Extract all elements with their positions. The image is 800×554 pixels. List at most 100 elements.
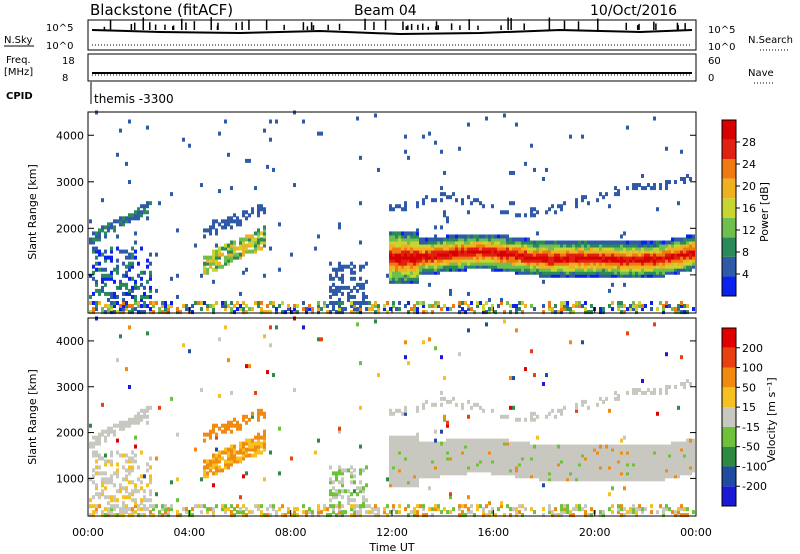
power-cell bbox=[650, 258, 653, 263]
power-cell bbox=[104, 273, 107, 278]
power-cell bbox=[446, 195, 449, 200]
velocity-cell bbox=[398, 459, 401, 464]
velocity-cell bbox=[404, 355, 407, 360]
power-cell bbox=[689, 264, 692, 269]
power-cell bbox=[215, 243, 218, 248]
power-cell bbox=[671, 264, 674, 269]
velocity-cell bbox=[338, 507, 341, 512]
velocity-cell bbox=[617, 393, 620, 398]
velocity-cell bbox=[500, 453, 503, 458]
power-cell bbox=[488, 255, 491, 260]
velocity-cell bbox=[665, 390, 668, 395]
power-cell bbox=[428, 258, 431, 263]
velocity-cell bbox=[497, 450, 500, 455]
power-cell bbox=[176, 307, 179, 312]
velocity-cell bbox=[650, 447, 653, 452]
velocity-cell bbox=[431, 468, 434, 473]
power-cell bbox=[170, 192, 173, 197]
power-cell bbox=[413, 276, 416, 281]
velocity-cell bbox=[239, 447, 242, 452]
velocity-cell bbox=[629, 444, 632, 449]
velocity-cell bbox=[632, 468, 635, 473]
velocity-cell bbox=[341, 483, 344, 488]
power-cell bbox=[206, 307, 209, 312]
power-cell bbox=[419, 249, 422, 254]
velocity-cell bbox=[110, 459, 113, 464]
velocity-cell bbox=[470, 468, 473, 473]
power-cell bbox=[398, 255, 401, 260]
power-cell bbox=[641, 243, 644, 248]
power-cell bbox=[257, 213, 260, 218]
power-cell bbox=[635, 183, 638, 188]
power-cell bbox=[509, 255, 512, 260]
power-cell bbox=[464, 255, 467, 260]
velocity-cell bbox=[410, 453, 413, 458]
velocity-cell bbox=[500, 459, 503, 464]
velocity-cell bbox=[680, 456, 683, 461]
velocity-cell bbox=[233, 507, 236, 512]
velocity-cell bbox=[551, 444, 554, 449]
power-cell bbox=[515, 307, 518, 312]
velocity-cell bbox=[104, 462, 107, 467]
velocity-cell bbox=[578, 456, 581, 461]
power-cell bbox=[344, 285, 347, 290]
velocity-cell bbox=[338, 501, 341, 506]
power-cell bbox=[581, 304, 584, 309]
velocity-cell bbox=[125, 489, 128, 494]
velocity-cell bbox=[644, 459, 647, 464]
velocity-cell bbox=[515, 474, 518, 479]
velocity-cell bbox=[359, 444, 362, 449]
velocity-cell bbox=[542, 471, 545, 476]
power-cell bbox=[458, 252, 461, 257]
velocity-cell bbox=[122, 495, 125, 500]
velocity-cell bbox=[203, 504, 206, 509]
velocity-cell bbox=[668, 444, 671, 449]
velocity-cell bbox=[635, 510, 638, 515]
power-cell bbox=[593, 240, 596, 245]
velocity-cell bbox=[353, 474, 356, 479]
velocity-cell bbox=[632, 504, 635, 509]
velocity-cell bbox=[422, 447, 425, 452]
velocity-cell bbox=[680, 507, 683, 512]
power-cell bbox=[515, 240, 518, 245]
power-cell bbox=[614, 273, 617, 278]
power-cell bbox=[653, 255, 656, 260]
velocity-cell bbox=[533, 471, 536, 476]
velocity-cell bbox=[620, 444, 623, 449]
velocity-cell bbox=[593, 465, 596, 470]
power-cell bbox=[359, 300, 362, 305]
power-cell bbox=[443, 192, 446, 197]
power-cell bbox=[566, 240, 569, 245]
velocity-cell bbox=[419, 504, 422, 509]
velocity-cell bbox=[224, 504, 227, 509]
power-cell bbox=[467, 122, 470, 127]
power-cell bbox=[542, 273, 545, 278]
power-cell bbox=[119, 282, 122, 287]
power-cell bbox=[539, 246, 542, 251]
velocity-cell bbox=[566, 444, 569, 449]
velocity-cell bbox=[578, 474, 581, 479]
power-cell bbox=[677, 307, 680, 312]
power-cell bbox=[632, 261, 635, 266]
velocity-cell bbox=[539, 462, 542, 467]
power-cell bbox=[608, 243, 611, 248]
velocity-cell bbox=[449, 495, 452, 500]
velocity-cell bbox=[584, 504, 587, 509]
velocity-cell bbox=[500, 414, 503, 419]
power-cell bbox=[560, 304, 563, 309]
power-cell bbox=[467, 255, 470, 260]
power-cell bbox=[125, 161, 128, 166]
power-cell bbox=[137, 213, 140, 218]
power-cell bbox=[230, 300, 233, 305]
power-cell bbox=[665, 270, 668, 275]
velocity-cell bbox=[443, 441, 446, 446]
power-cell bbox=[104, 276, 107, 281]
velocity-cell bbox=[575, 405, 578, 410]
power-cell bbox=[446, 249, 449, 254]
power-cell bbox=[482, 204, 485, 209]
nsky-label: N.Sky bbox=[4, 35, 32, 46]
power-cell bbox=[620, 249, 623, 254]
velocity-cell bbox=[257, 441, 260, 446]
power-cell bbox=[260, 231, 263, 236]
velocity-cell bbox=[392, 468, 395, 473]
